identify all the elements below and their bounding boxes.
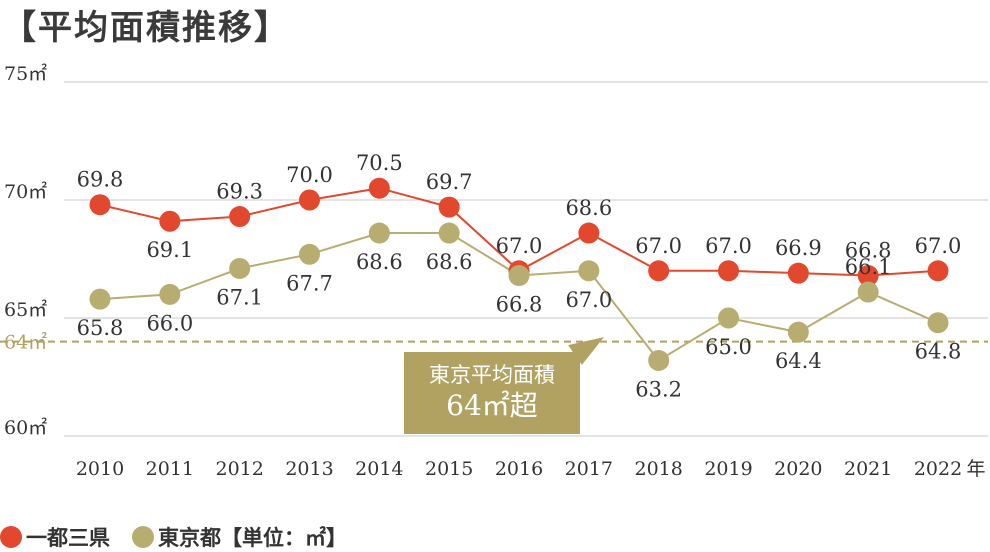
series-point-layer <box>89 177 949 371</box>
y-tick-label: 75㎡ <box>4 62 47 85</box>
data-label: 66.9 <box>775 236 822 260</box>
line-chart: 69.8 69.1 69.3 70.0 70.5 69.7 67.0 68.6 67.0 67.0… <box>0 62 988 480</box>
data-point <box>927 260 949 282</box>
data-label: 64.4 <box>775 349 822 373</box>
data-point <box>299 243 320 265</box>
y-tick-label: 65㎡ <box>4 298 47 321</box>
data-label: 67.0 <box>635 234 682 258</box>
data-label: 70.0 <box>286 163 333 187</box>
grid-layer <box>64 81 988 437</box>
y-tick-label: 70㎡ <box>4 180 47 203</box>
x-tick-label: 2010 <box>76 458 124 480</box>
x-tick-label: 2015 <box>425 458 473 480</box>
callout-box: 東京平均面積 64㎡超 <box>404 352 580 434</box>
data-label: 67.0 <box>565 288 612 312</box>
data-label: 67.0 <box>496 234 543 258</box>
legend-dot-series-b <box>132 526 154 548</box>
reference-line-label: 64㎡ <box>4 331 47 354</box>
data-label: 66.8 <box>496 293 543 317</box>
data-label: 63.2 <box>635 377 682 401</box>
data-point <box>718 260 739 282</box>
legend-entry-series-b: 東京都 【単位：㎡】 <box>132 522 347 552</box>
data-label: 69.8 <box>77 168 124 192</box>
data-label: 69.1 <box>146 238 193 262</box>
data-point <box>299 189 320 211</box>
legend-dot-series-a <box>0 526 22 548</box>
data-point <box>159 210 181 232</box>
x-tick-label: 2018 <box>634 458 682 480</box>
data-label: 69.7 <box>426 170 473 194</box>
data-label: 66.1 <box>845 255 892 279</box>
data-label: 68.6 <box>356 250 403 274</box>
callout-line2: 64㎡超 <box>446 389 538 422</box>
y-tick-label: 60㎡ <box>4 416 47 439</box>
data-point <box>787 321 809 343</box>
data-point <box>718 307 739 329</box>
x-tick-label: 2012 <box>215 458 263 480</box>
data-point <box>578 222 600 244</box>
axis-label-layer: 75㎡ 70㎡ 65㎡ 60㎡ 64㎡ 2010 2011 2012 2013 2014 2015 2… <box>4 62 986 480</box>
legend-label-series-b: 東京都 <box>158 525 221 550</box>
x-tick-label: 2019 <box>704 458 752 480</box>
legend: 一都三県 東京都 【単位：㎡】 <box>0 524 369 550</box>
data-point <box>578 260 600 282</box>
data-label: 68.6 <box>426 250 473 274</box>
data-point <box>89 288 111 310</box>
x-tick-label: 2017 <box>565 458 613 480</box>
data-label: 68.6 <box>565 196 612 220</box>
data-point <box>648 260 670 282</box>
x-tick-label: 2022 <box>914 458 962 480</box>
data-point <box>648 349 670 371</box>
data-point <box>159 283 181 305</box>
x-axis-unit: 年 <box>966 458 985 480</box>
legend-label-series-a: 一都三県 <box>26 525 110 550</box>
legend-entry-series-a: 一都三県 <box>0 522 110 552</box>
data-point <box>857 265 879 287</box>
data-label: 65.8 <box>77 316 124 340</box>
data-label: 70.5 <box>356 151 403 175</box>
x-tick-label: 2021 <box>844 458 892 480</box>
data-label: 65.0 <box>705 335 752 359</box>
callout-line1: 東京平均面積 <box>429 363 555 387</box>
data-label: 69.3 <box>216 180 263 204</box>
x-tick-label: 2016 <box>495 458 543 480</box>
data-point <box>857 281 879 303</box>
data-label: 67.0 <box>705 234 752 258</box>
x-tick-label: 2011 <box>146 458 194 480</box>
data-label: 66.8 <box>845 239 892 263</box>
data-point <box>368 222 390 244</box>
data-label: 67.1 <box>216 285 263 309</box>
data-label: 66.0 <box>146 311 193 335</box>
data-point <box>438 196 460 218</box>
data-label: 67.7 <box>286 271 333 295</box>
data-point <box>229 206 251 228</box>
data-label-layer: 69.8 69.1 69.3 70.0 70.5 69.7 67.0 68.6 67.0 67.0… <box>77 151 962 401</box>
data-point <box>229 257 251 279</box>
data-point <box>89 194 111 216</box>
data-point <box>508 265 530 287</box>
data-label: 67.0 <box>915 234 962 258</box>
data-point <box>787 262 809 284</box>
data-label: 64.8 <box>915 340 962 364</box>
chart-title: 【平均面積推移】 <box>2 8 290 48</box>
x-tick-label: 2020 <box>774 458 822 480</box>
data-point <box>927 312 949 334</box>
x-tick-label: 2014 <box>355 458 403 480</box>
data-point <box>438 222 460 244</box>
legend-unit-label: 【単位：㎡】 <box>221 525 347 550</box>
data-point <box>368 177 390 199</box>
x-tick-label: 2013 <box>285 458 333 480</box>
